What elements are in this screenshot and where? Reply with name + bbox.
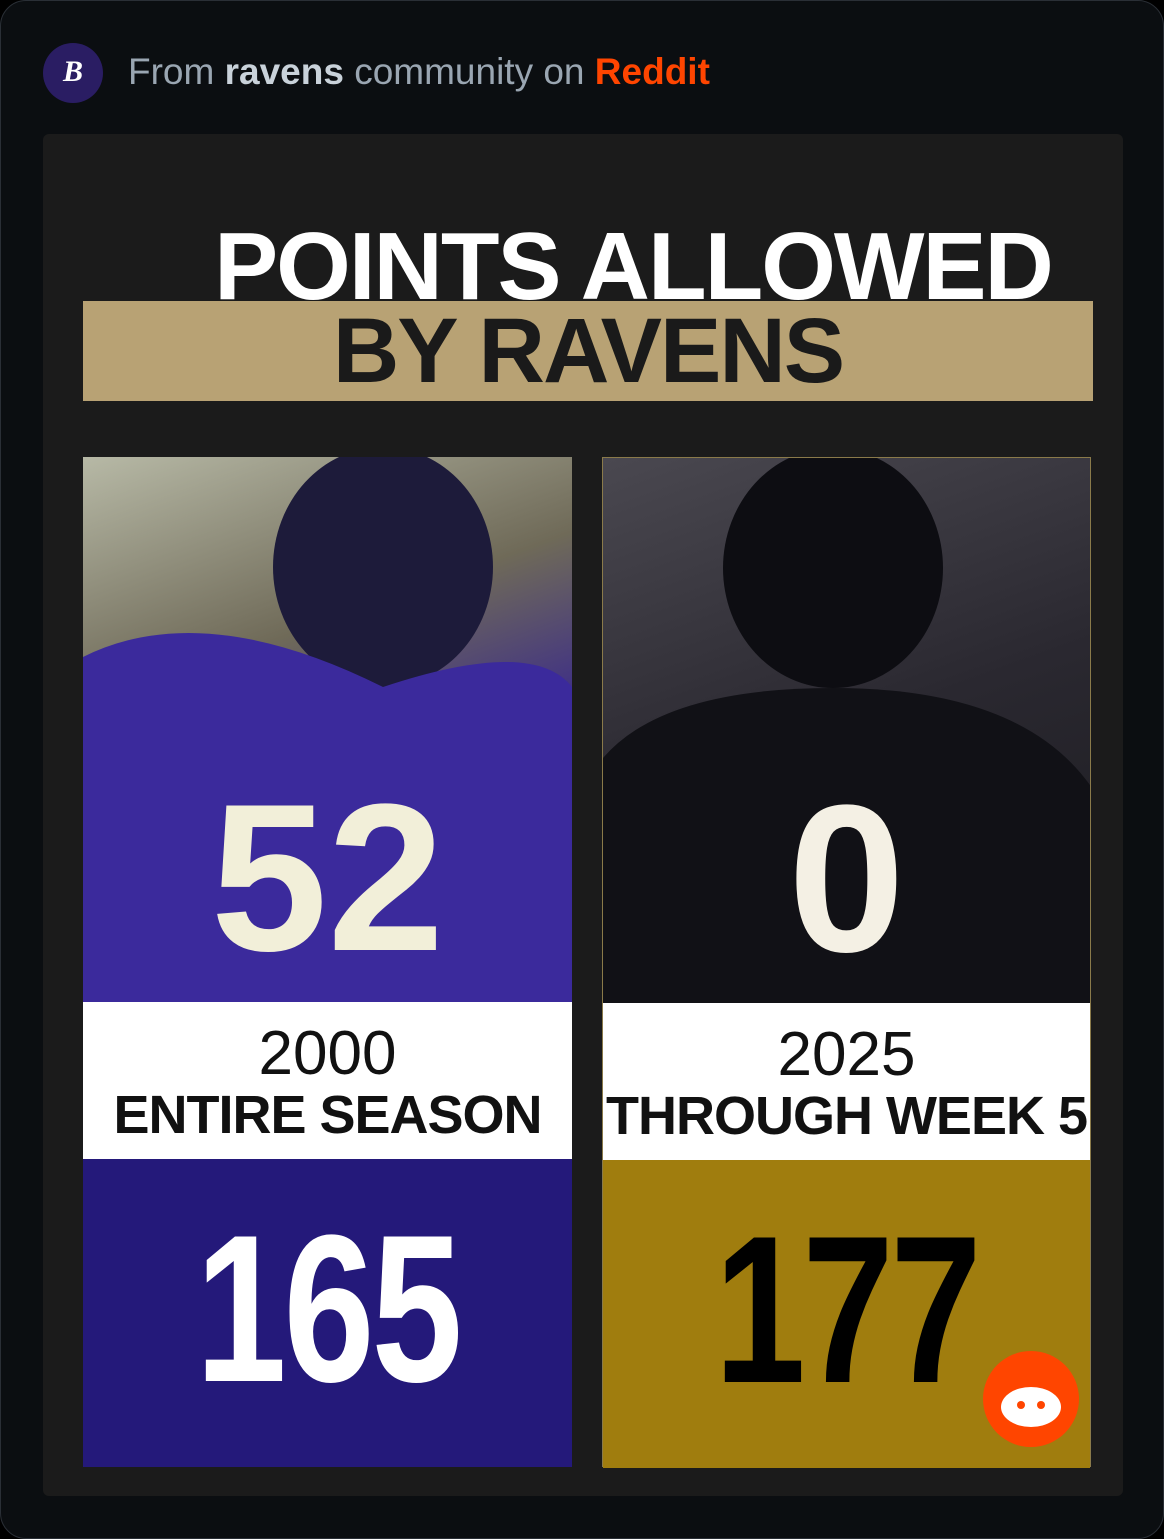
graphic-subtitle: BY RAVENS (332, 300, 845, 402)
reddit-badge[interactable] (981, 1349, 1081, 1449)
post-header: From ravens community on Reddit (128, 51, 710, 93)
caption: 2000 ENTIRE SEASON (83, 1002, 572, 1159)
points-value: 165 (195, 1191, 463, 1426)
player-silhouette (83, 457, 572, 1002)
community-avatar[interactable]: B (43, 43, 103, 103)
player-photo: 0 (603, 458, 1090, 1003)
header-middle: community on (354, 51, 585, 92)
jersey-number: 0 (788, 761, 905, 996)
community-name[interactable]: ravens (224, 51, 344, 92)
player-silhouette (603, 458, 1090, 1003)
panel: 52 2000 ENTIRE SEASON 165 (83, 457, 572, 1467)
season-label: ENTIRE SEASON (113, 1085, 542, 1145)
season-year: 2025 (777, 1020, 916, 1089)
season-label: THROUGH WEEK 5 (605, 1086, 1088, 1146)
panel: 0 2025 THROUGH WEEK 5 177 (602, 457, 1091, 1468)
infographic: POINTS ALLOWED BY RAVENS 52 2000 ENTIRE … (43, 134, 1123, 1496)
platform-name[interactable]: Reddit (594, 51, 710, 92)
jersey-number: 52 (210, 760, 445, 995)
subtitle-band: BY RAVENS (83, 301, 1093, 401)
points-box: 165 (83, 1159, 572, 1467)
header-prefix: From (128, 51, 215, 92)
season-year: 2000 (258, 1019, 397, 1088)
player-photo: 52 (83, 457, 572, 1002)
points-value: 177 (714, 1192, 982, 1427)
caption: 2025 THROUGH WEEK 5 (603, 1003, 1090, 1160)
